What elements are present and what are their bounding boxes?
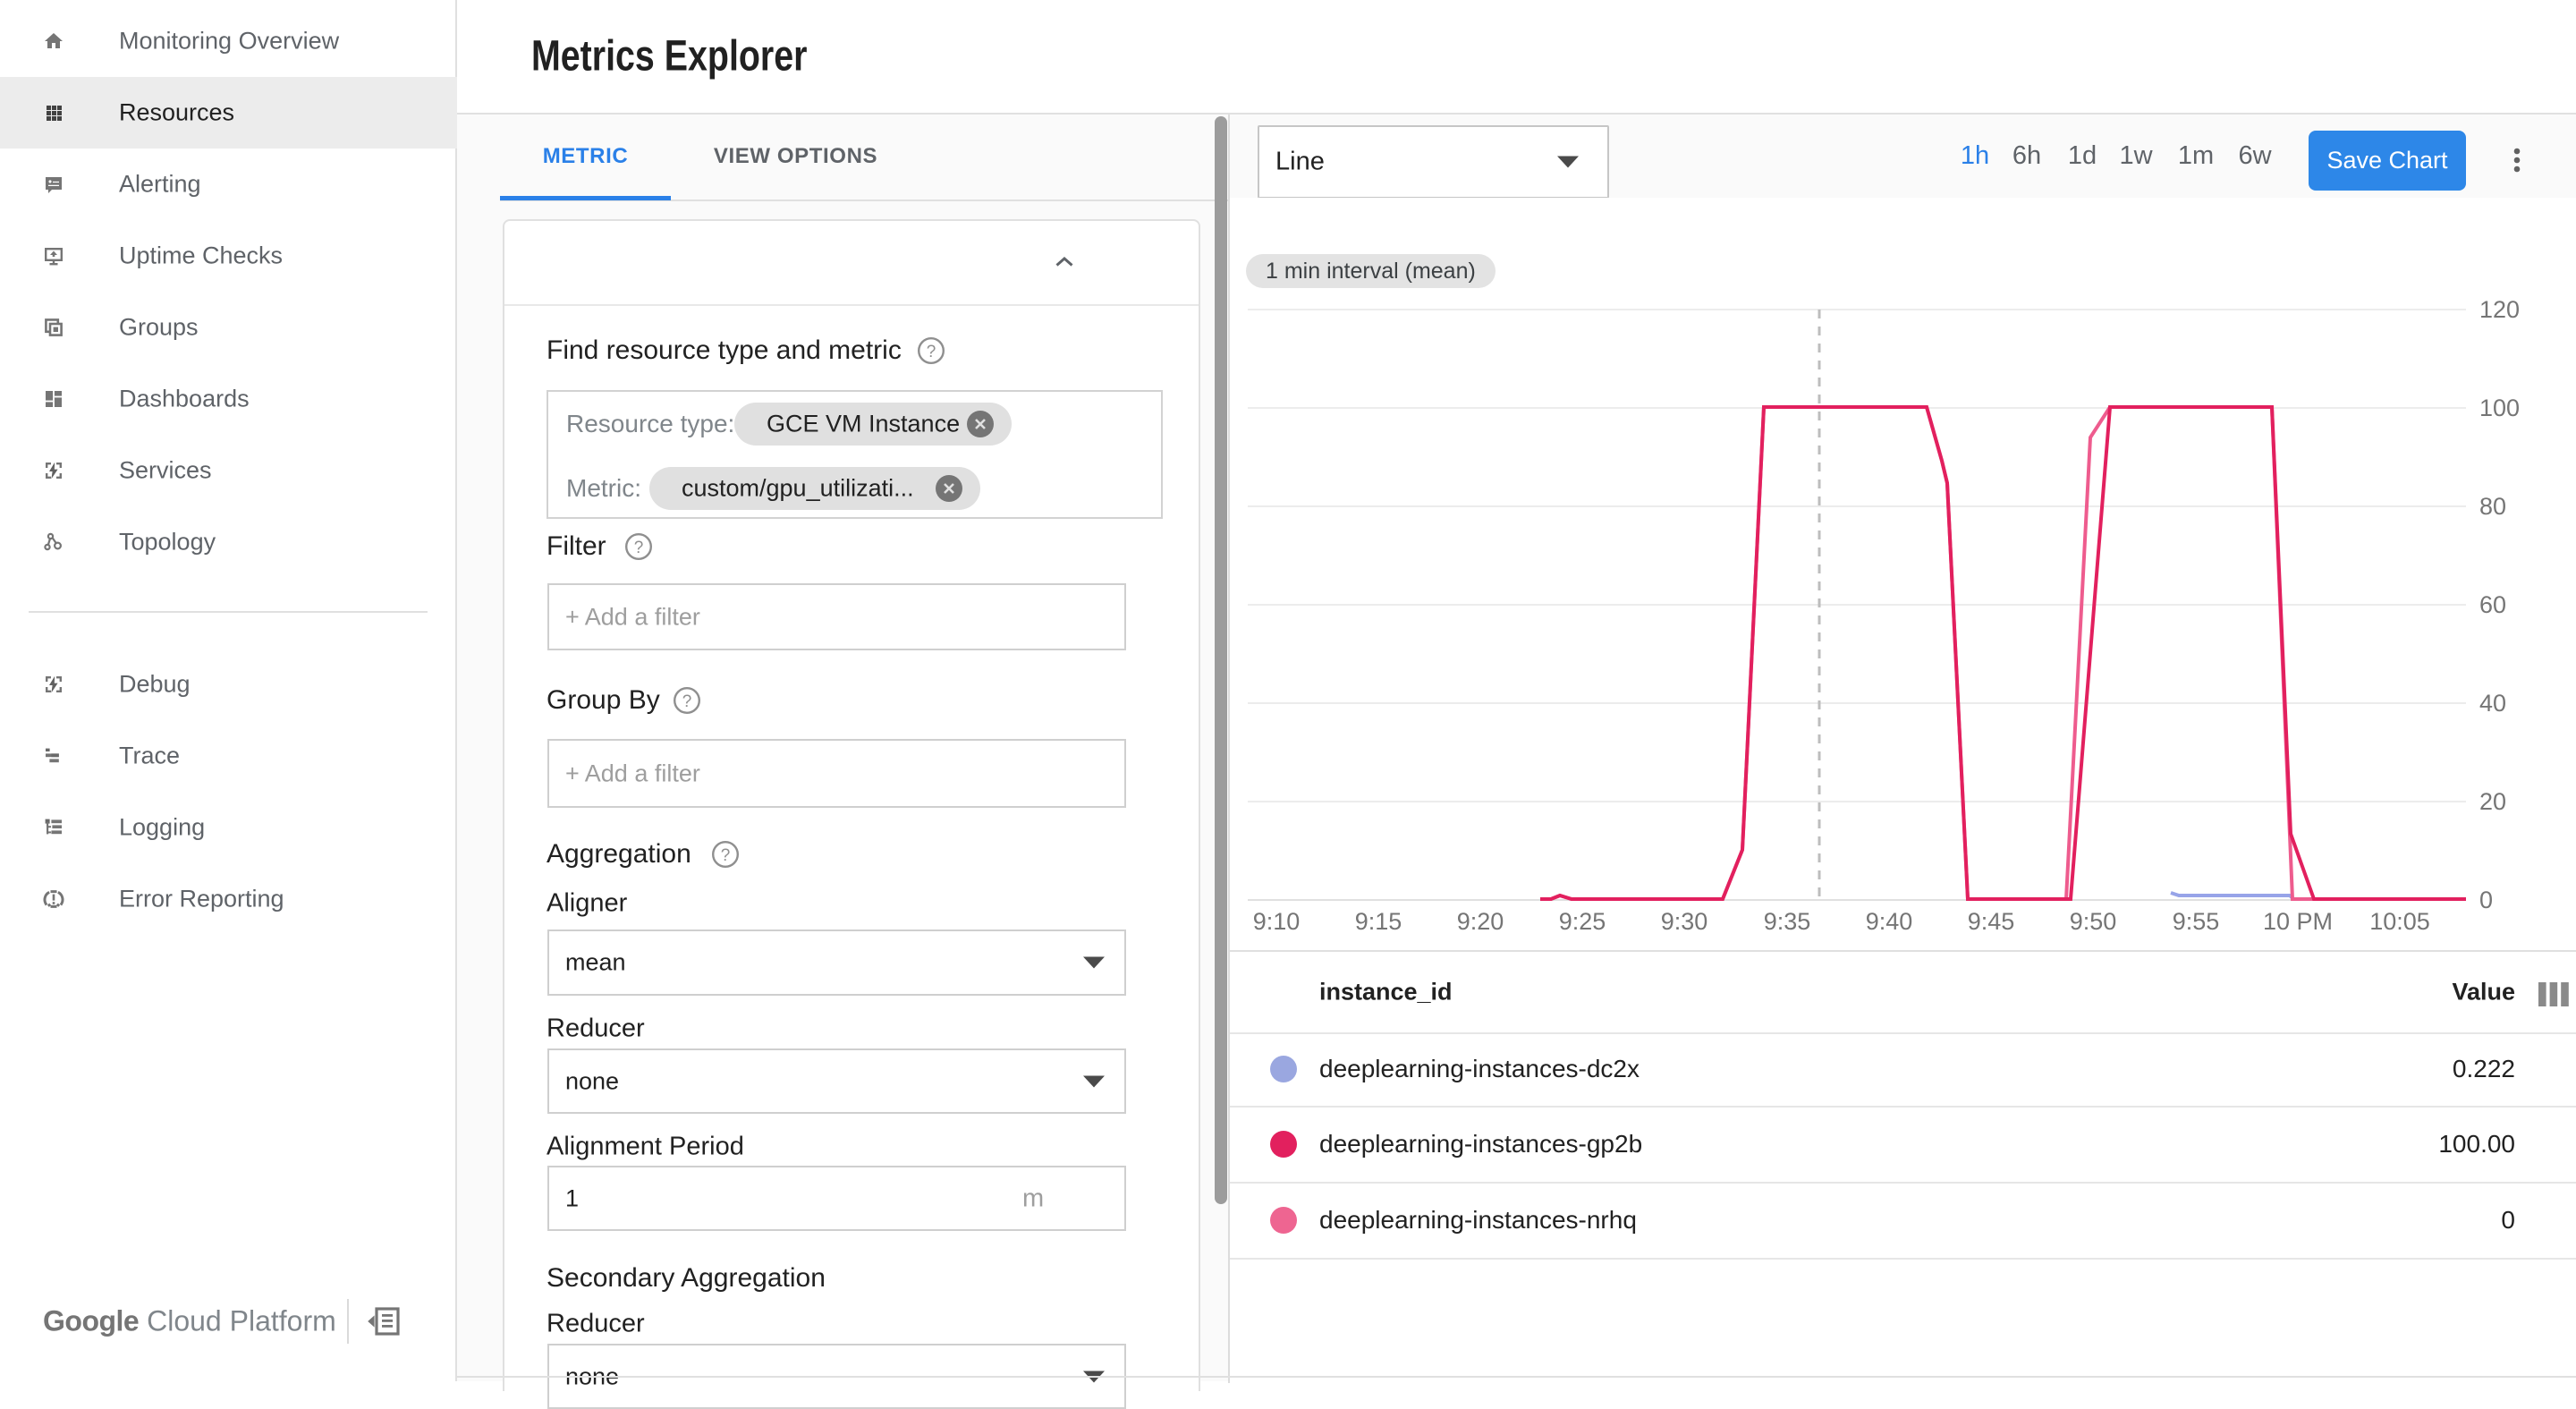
svg-text:?: ?: [634, 539, 644, 557]
svg-text:9:35: 9:35: [1764, 908, 1811, 935]
svg-text:20: 20: [2479, 788, 2506, 815]
svg-text:9:30: 9:30: [1661, 908, 1708, 935]
svg-text:9:25: 9:25: [1559, 908, 1606, 935]
svg-text:?: ?: [721, 846, 731, 865]
svg-text:9:55: 9:55: [2173, 908, 2220, 935]
svg-text:60: 60: [2479, 591, 2506, 618]
svg-text:100: 100: [2479, 395, 2520, 421]
svg-text:0: 0: [2479, 887, 2493, 913]
svg-text:9:20: 9:20: [1457, 908, 1504, 935]
svg-text:10:05: 10:05: [2369, 908, 2430, 935]
svg-text:10 PM: 10 PM: [2263, 908, 2333, 935]
svg-text:?: ?: [682, 692, 692, 711]
svg-text:9:10: 9:10: [1253, 908, 1301, 935]
svg-text:9:40: 9:40: [1866, 908, 1913, 935]
svg-text:9:45: 9:45: [1968, 908, 2015, 935]
svg-text:80: 80: [2479, 493, 2506, 520]
svg-text:9:15: 9:15: [1355, 908, 1402, 935]
svg-text:?: ?: [927, 343, 936, 361]
svg-text:40: 40: [2479, 690, 2506, 717]
svg-text:9:50: 9:50: [2070, 908, 2117, 935]
svg-text:120: 120: [2479, 296, 2520, 323]
